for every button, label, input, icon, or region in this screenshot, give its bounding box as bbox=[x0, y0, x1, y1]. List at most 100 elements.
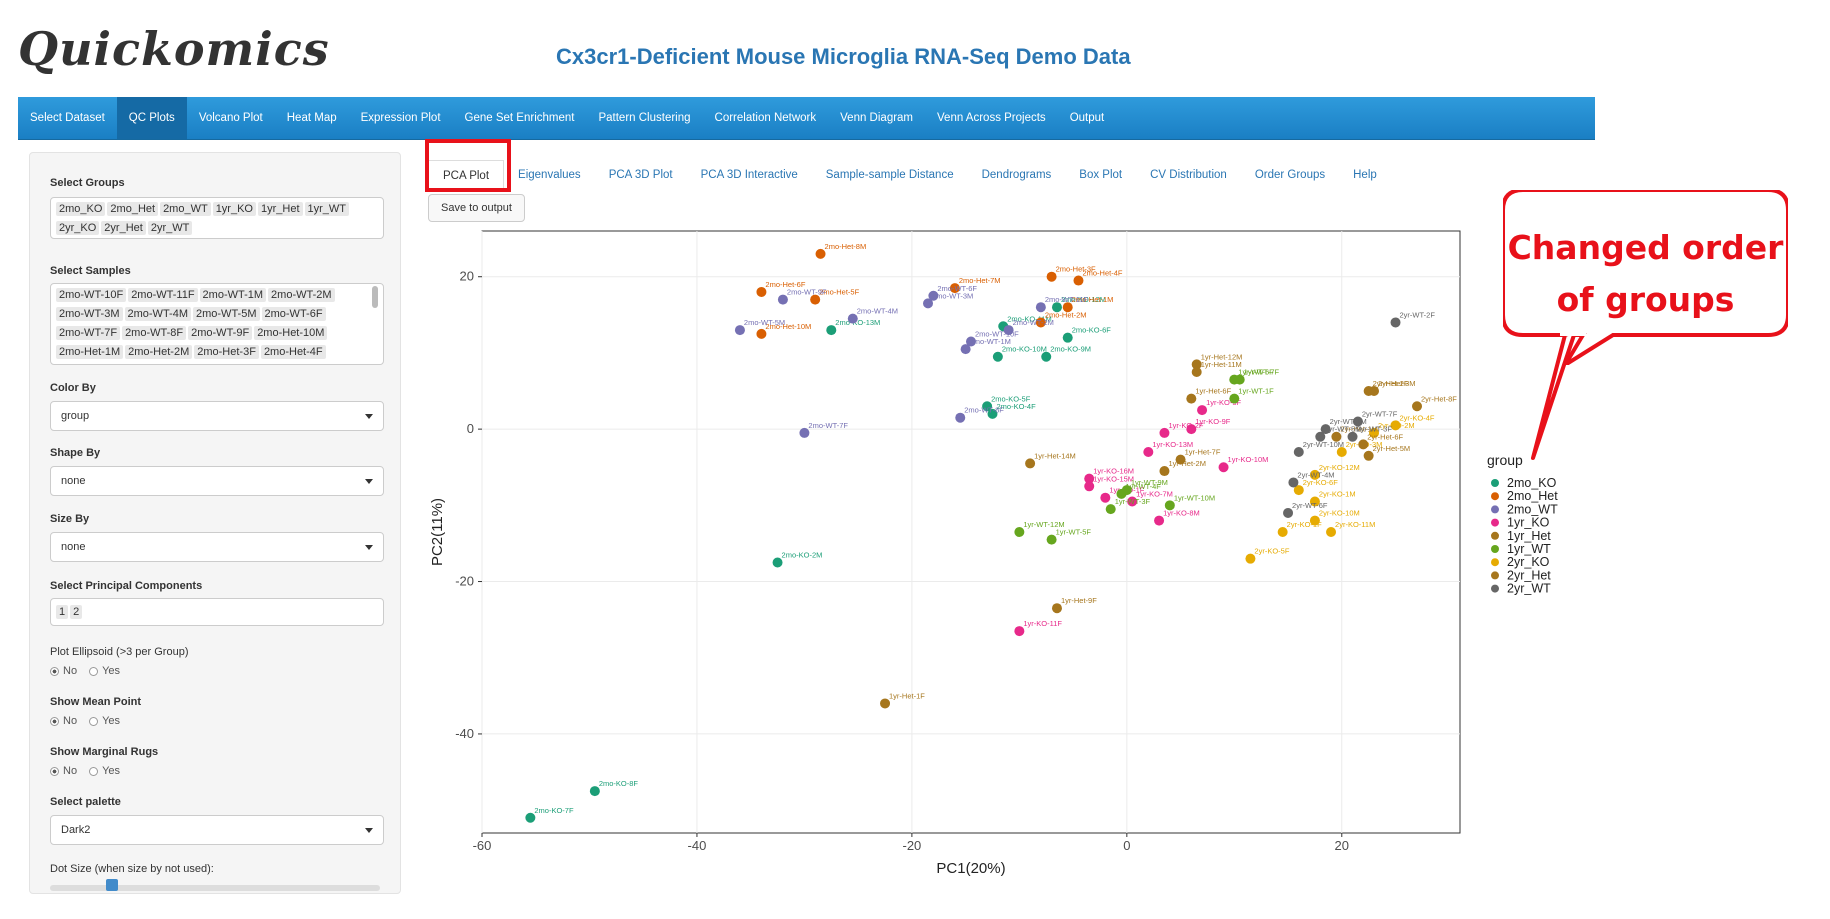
ellipsoid-yes-radio[interactable] bbox=[89, 666, 99, 676]
data-point bbox=[1035, 317, 1046, 328]
group-chip[interactable]: 2mo_WT bbox=[160, 202, 211, 216]
nav-item-expression-plot[interactable]: Expression Plot bbox=[360, 112, 441, 124]
sample-chip[interactable]: 2mo-WT-11F bbox=[128, 288, 198, 302]
tab-cv-distribution[interactable]: CV Distribution bbox=[1150, 169, 1227, 181]
group-chip[interactable]: 2mo_KO bbox=[56, 202, 106, 216]
point-label: 1yr-WT-3F bbox=[1115, 497, 1151, 506]
data-point bbox=[756, 286, 767, 297]
point-label: 1yr-KO-1F bbox=[1109, 486, 1144, 495]
group-chip[interactable]: 1yr_KO bbox=[212, 202, 256, 216]
nav-item-pattern-clustering[interactable]: Pattern Clustering bbox=[598, 112, 691, 124]
point-label: 2yr-Het-1M bbox=[1340, 425, 1378, 434]
sample-chip[interactable]: 2mo-WT-10F bbox=[56, 288, 127, 302]
pc-chip[interactable]: 2 bbox=[70, 605, 83, 619]
samples-scrollbar[interactable] bbox=[372, 286, 378, 308]
legend-label: 1yr_WT bbox=[1507, 542, 1551, 556]
tab-pca-3d-plot[interactable]: PCA 3D Plot bbox=[608, 169, 673, 181]
nav-item-correlation-network[interactable]: Correlation Network bbox=[714, 112, 817, 124]
sample-chip[interactable]: 2mo-WT-9F bbox=[188, 326, 253, 340]
data-point bbox=[756, 328, 767, 339]
ellipsoid-no-radio[interactable] bbox=[50, 666, 59, 676]
data-point bbox=[1073, 275, 1084, 286]
point-label: 2mo-Het-8M bbox=[825, 242, 867, 251]
point-label: 1yr-KO-13M bbox=[1152, 440, 1193, 449]
nav-item-venn-diagram[interactable]: Venn Diagram bbox=[840, 112, 914, 124]
sample-chip[interactable]: 2mo-WT-1M bbox=[199, 288, 267, 302]
callout-line1: Changed order bbox=[1507, 228, 1784, 267]
select-samples-input[interactable]: 2mo-WT-10F 2mo-WT-11F 2mo-WT-1M 2mo-WT-2M 2m… bbox=[50, 283, 384, 365]
radio-no-label: No bbox=[63, 715, 78, 727]
nav-item-output[interactable]: Output bbox=[1069, 112, 1105, 124]
group-chip[interactable]: 2yr_KO bbox=[56, 221, 100, 235]
tab-sample-sample-distance[interactable]: Sample-sample Distance bbox=[825, 169, 954, 181]
save-to-output-button[interactable]: Save to output bbox=[428, 194, 525, 222]
nav-item-heat-map[interactable]: Heat Map bbox=[286, 112, 337, 124]
point-label: 2mo-WT-2M bbox=[1013, 318, 1054, 327]
rugs-yes-radio[interactable] bbox=[89, 766, 99, 776]
color-by-select[interactable]: group bbox=[50, 401, 384, 431]
dot-size-slider[interactable] bbox=[50, 885, 380, 891]
data-point bbox=[1159, 466, 1170, 477]
mean-yes-radio[interactable] bbox=[89, 716, 99, 726]
color-by-value: group bbox=[61, 410, 90, 422]
data-point bbox=[777, 294, 788, 305]
sample-chip[interactable]: 2mo-WT-5M bbox=[193, 307, 260, 321]
sample-chip[interactable]: 2mo-WT-2M bbox=[268, 288, 335, 302]
point-label: 2yr-WT-3F bbox=[1357, 425, 1393, 434]
nav-item-select-dataset[interactable]: Select Dataset bbox=[30, 112, 105, 124]
sample-chip[interactable]: 2mo-Het-4F bbox=[260, 345, 326, 359]
nav-item-venn-across-projects[interactable]: Venn Across Projects bbox=[937, 112, 1046, 124]
group-chip[interactable]: 1yr_Het bbox=[257, 202, 303, 216]
point-label: 2mo-WT-4M bbox=[857, 307, 898, 316]
point-label: 2mo-WT-11F bbox=[1045, 295, 1089, 304]
shape-by-select[interactable]: none bbox=[50, 466, 384, 496]
mean-no-radio[interactable] bbox=[50, 716, 59, 726]
sample-chip[interactable]: 2mo-Het-1M bbox=[56, 345, 124, 359]
sample-chip[interactable]: 2mo-WT-4M bbox=[124, 307, 191, 321]
legend-key bbox=[1491, 518, 1499, 527]
sample-chip[interactable]: 2mo-Het-2M bbox=[125, 345, 193, 359]
size-by-select[interactable]: none bbox=[50, 532, 384, 562]
group-chip[interactable]: 1yr_WT bbox=[304, 202, 350, 216]
nav-item-gene-set-enrichment[interactable]: Gene Set Enrichment bbox=[464, 112, 575, 124]
dot-size-slider-handle[interactable] bbox=[106, 879, 118, 891]
tab-help[interactable]: Help bbox=[1353, 169, 1377, 181]
point-label: 1yr-Het-11M bbox=[1201, 360, 1242, 369]
group-chip[interactable]: 2yr_WT bbox=[147, 221, 193, 235]
legend-label: 2mo_WT bbox=[1507, 502, 1558, 516]
data-point bbox=[1293, 446, 1304, 457]
data-point bbox=[589, 786, 600, 797]
nav-item-qc-plots[interactable]: QC Plots bbox=[116, 97, 187, 139]
group-chip[interactable]: 2yr_Het bbox=[101, 221, 146, 235]
tab-box-plot[interactable]: Box Plot bbox=[1079, 169, 1123, 181]
nav-item-volcano-plot[interactable]: Volcano Plot bbox=[198, 112, 263, 124]
data-point bbox=[1309, 469, 1320, 480]
select-groups-input[interactable]: 2mo_KO 2mo_Het 2mo_WT 1yr_KO 1yr_Het 1yr_WT 2y… bbox=[50, 197, 384, 239]
dot-size-label: Dot Size (when size by not used): bbox=[50, 863, 214, 875]
tab-eigenvalues[interactable]: Eigenvalues bbox=[518, 169, 581, 181]
radio-no-label: No bbox=[63, 765, 78, 777]
group-chip[interactable]: 2mo_Het bbox=[107, 202, 159, 216]
data-point bbox=[1175, 454, 1186, 465]
sample-chip[interactable]: 2mo-Het-3F bbox=[194, 345, 259, 359]
sample-chip[interactable]: 2mo-WT-8F bbox=[122, 326, 187, 340]
point-label: 2yr-KO-2M bbox=[1378, 421, 1415, 430]
tab-pca-plot[interactable]: PCA Plot bbox=[428, 159, 505, 191]
x-tick-label: -20 bbox=[902, 838, 921, 853]
point-label: 2mo-Het-2M bbox=[1045, 310, 1087, 319]
sample-chip[interactable]: 2mo-WT-3M bbox=[56, 307, 123, 321]
sample-chip[interactable]: 2mo-WT-6F bbox=[261, 307, 326, 321]
pc-chip[interactable]: 1 bbox=[56, 605, 69, 619]
data-point bbox=[734, 325, 745, 336]
point-label: 1yr-Het-7F bbox=[1185, 448, 1221, 457]
rugs-no-radio[interactable] bbox=[50, 766, 59, 776]
tab-dendrograms[interactable]: Dendrograms bbox=[981, 169, 1052, 181]
qc-tabs: PCA Plot Eigenvalues PCA 3D Plot PCA 3D Int… bbox=[428, 158, 1391, 192]
sample-chip[interactable]: 2mo-Het-10M bbox=[254, 326, 328, 340]
tab-order-groups[interactable]: Order Groups bbox=[1254, 169, 1326, 181]
sample-chip[interactable]: 2mo-WT-7F bbox=[56, 326, 121, 340]
tab-pca-3d-interactive[interactable]: PCA 3D Interactive bbox=[700, 169, 798, 181]
point-label: 1yr-WT-1F bbox=[1238, 387, 1274, 396]
palette-select[interactable]: Dark2 bbox=[50, 815, 384, 845]
